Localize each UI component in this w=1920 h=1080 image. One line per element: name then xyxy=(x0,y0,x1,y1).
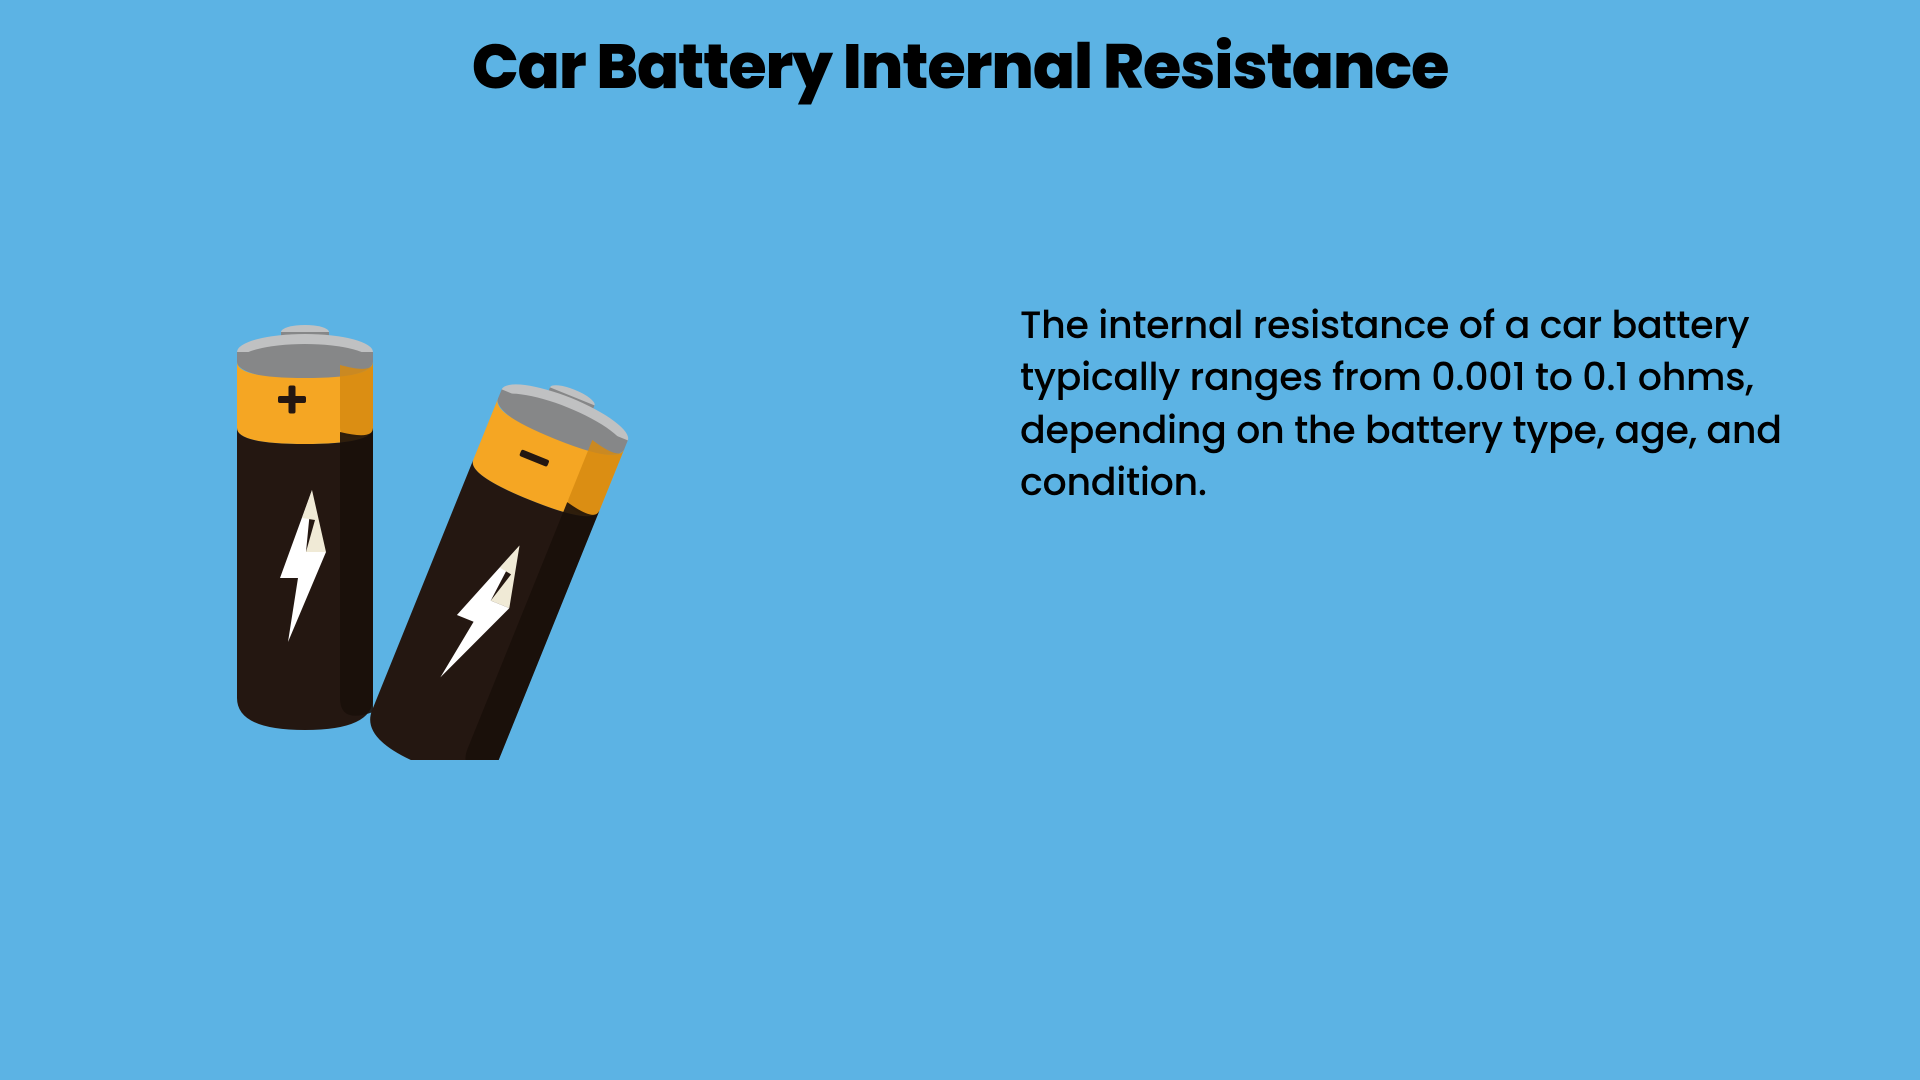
batteries-icon xyxy=(230,320,650,760)
page-title: Car Battery Internal Resistance xyxy=(0,20,1920,113)
description-text: The internal resistance of a car battery… xyxy=(1020,300,1830,510)
battery-negative-icon xyxy=(360,364,638,760)
battery-positive-icon xyxy=(237,325,373,730)
